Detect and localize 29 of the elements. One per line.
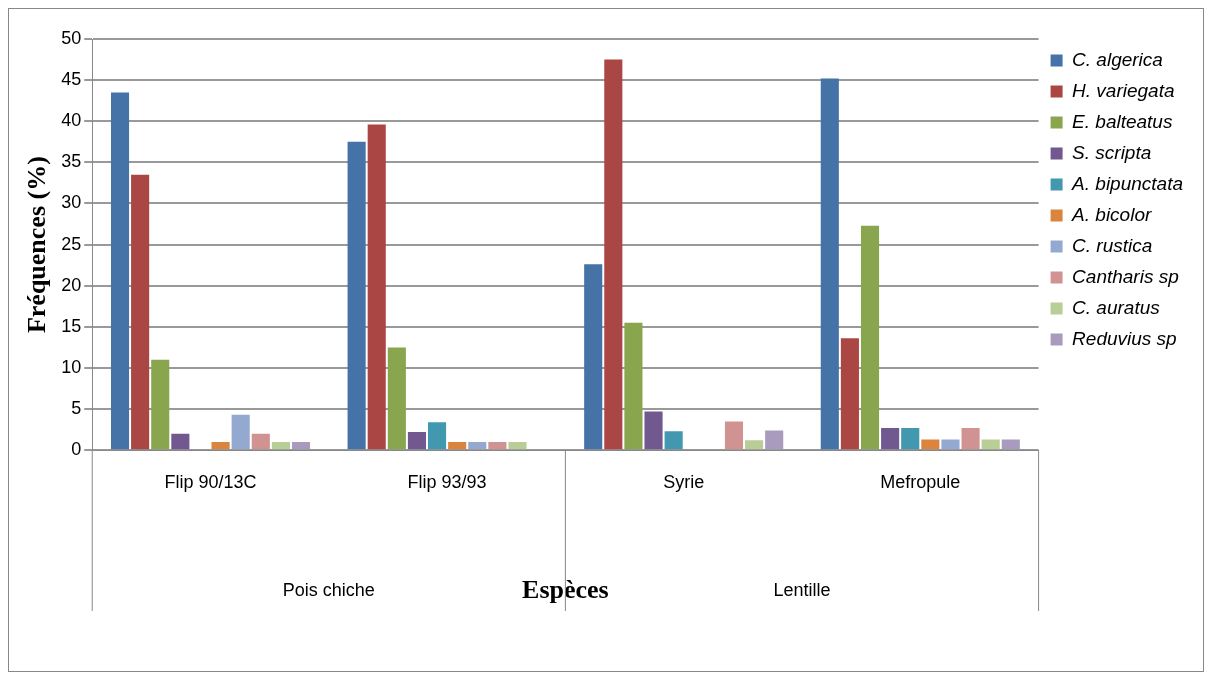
legend-label: E. balteatus	[1072, 110, 1173, 132]
x-tick-label: Mefropule	[880, 471, 961, 492]
legend-label: H. variegata	[1072, 79, 1175, 101]
y-tick-label: 10	[61, 356, 82, 377]
y-tick-label: 15	[61, 315, 82, 336]
y-tick-label: 45	[61, 69, 82, 90]
y-tick-label: 0	[71, 439, 82, 460]
y-tick-label: 5	[71, 398, 82, 419]
y-axis-title: Fréquences (%)	[22, 156, 52, 334]
y-tick-label: 35	[61, 151, 82, 172]
x-tick-label: Flip 93/93	[407, 471, 487, 492]
x-axis-title: Espèces	[522, 575, 609, 605]
y-tick-label: 30	[61, 192, 82, 213]
y-tick-label: 50	[61, 27, 82, 48]
legend-label: S. scripta	[1072, 141, 1152, 163]
legend-label: C. rustica	[1072, 234, 1153, 256]
y-tick-label: 20	[61, 274, 82, 295]
legend-label: C. algerica	[1072, 48, 1163, 70]
x-tick-label: Flip 90/13C	[164, 471, 257, 492]
legend-label: C. auratus	[1072, 296, 1161, 318]
legend-label: A. bicolor	[1071, 203, 1152, 225]
legend-label: A. bipunctata	[1071, 172, 1184, 194]
legend-label: Reduvius sp	[1072, 327, 1177, 349]
text: Pois chiche	[282, 579, 375, 600]
y-tick-label: 25	[61, 233, 82, 254]
text: Lentille	[773, 579, 831, 600]
x-tick-label: Syrie	[663, 471, 705, 492]
legend-label: Cantharis sp	[1072, 265, 1179, 287]
y-tick-label: 40	[61, 110, 82, 131]
